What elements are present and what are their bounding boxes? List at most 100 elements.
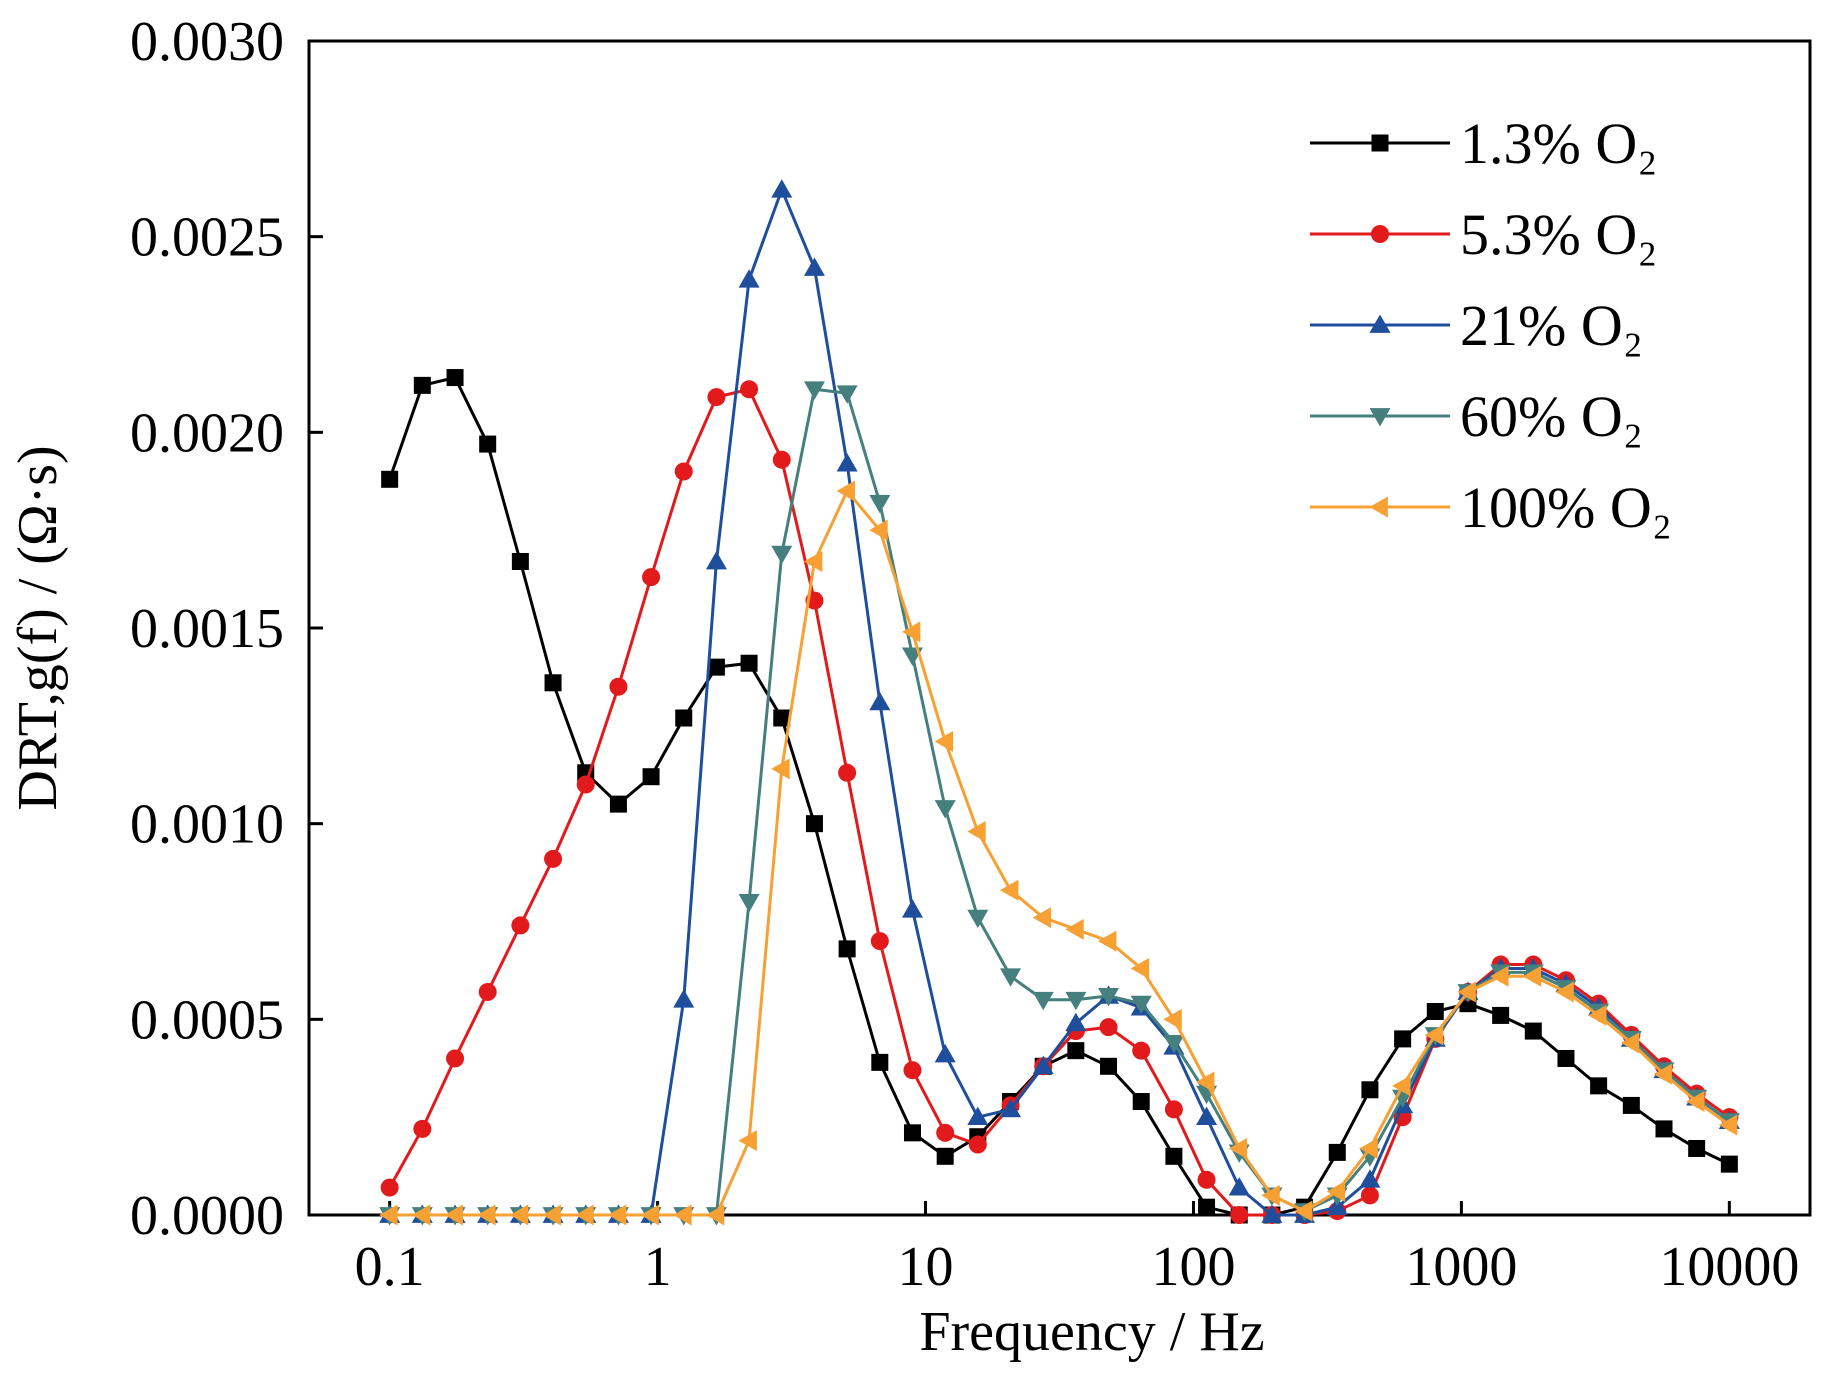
marker xyxy=(1620,1032,1640,1054)
marker xyxy=(509,1204,529,1226)
legend-label: 100% O₂ xyxy=(1460,475,1672,540)
marker xyxy=(1164,1100,1183,1119)
marker xyxy=(967,1106,989,1126)
marker xyxy=(413,1119,432,1138)
marker xyxy=(1130,995,1152,1015)
legend-marker xyxy=(1371,225,1389,243)
marker xyxy=(738,269,760,288)
y-tick-label: 0.0015 xyxy=(130,598,284,660)
marker xyxy=(1196,1106,1218,1126)
marker xyxy=(738,1130,757,1152)
marker xyxy=(707,658,725,676)
marker xyxy=(901,621,921,643)
marker xyxy=(836,385,858,404)
marker xyxy=(836,453,858,472)
marker xyxy=(1588,1004,1607,1026)
marker xyxy=(544,674,562,692)
marker xyxy=(1359,1169,1381,1188)
marker xyxy=(1197,1170,1216,1189)
marker xyxy=(771,179,793,198)
marker xyxy=(542,1204,561,1226)
marker xyxy=(1165,1147,1183,1165)
marker xyxy=(576,775,595,794)
marker xyxy=(446,369,464,387)
marker xyxy=(838,763,857,782)
marker xyxy=(1261,1204,1283,1223)
y-tick-label: 0.0010 xyxy=(130,794,284,856)
marker xyxy=(1032,907,1052,929)
marker xyxy=(1361,1081,1379,1099)
x-tick-label: 10 xyxy=(898,1236,954,1298)
marker xyxy=(771,758,790,780)
marker xyxy=(1228,1137,1248,1159)
marker xyxy=(1326,1181,1346,1203)
y-tick-label: 0.0025 xyxy=(130,207,284,269)
marker xyxy=(934,800,956,819)
marker xyxy=(1718,1114,1738,1136)
marker xyxy=(1067,1042,1085,1060)
marker xyxy=(772,450,791,469)
x-axis-title: Frequency / Hz xyxy=(919,1301,1264,1363)
marker xyxy=(1000,1098,1022,1118)
marker xyxy=(1655,1120,1673,1138)
marker xyxy=(1492,1006,1510,1024)
marker xyxy=(511,552,529,570)
marker xyxy=(607,1204,627,1226)
marker xyxy=(870,932,889,951)
x-tick-label: 1000 xyxy=(1405,1236,1517,1298)
marker xyxy=(609,677,628,696)
marker xyxy=(936,1123,955,1142)
marker xyxy=(1163,1008,1182,1030)
y-tick-label: 0.0005 xyxy=(130,989,284,1051)
marker xyxy=(444,1204,463,1226)
marker xyxy=(673,1204,692,1226)
marker xyxy=(1522,965,1542,987)
y-tick-label: 0.0030 xyxy=(130,11,284,73)
marker xyxy=(967,909,989,929)
marker xyxy=(771,545,793,565)
marker xyxy=(575,1204,594,1226)
marker xyxy=(511,916,530,935)
marker xyxy=(1132,1093,1150,1111)
marker xyxy=(901,899,923,918)
marker xyxy=(1294,1200,1313,1222)
x-tick-label: 1 xyxy=(644,1236,672,1298)
marker xyxy=(1426,1003,1444,1021)
y-tick-label: 0.0000 xyxy=(130,1185,284,1247)
x-tick-label: 10000 xyxy=(1659,1236,1799,1298)
marker xyxy=(903,1124,921,1142)
marker xyxy=(740,654,758,672)
marker xyxy=(707,388,726,407)
marker xyxy=(380,1178,399,1197)
x-tick-label: 100 xyxy=(1151,1236,1235,1298)
marker xyxy=(642,568,661,587)
marker xyxy=(477,1204,496,1226)
marker xyxy=(967,820,986,842)
marker xyxy=(1457,981,1476,1003)
marker xyxy=(1557,1049,1575,1067)
marker xyxy=(836,480,856,502)
marker xyxy=(1099,1018,1118,1037)
marker xyxy=(1359,1137,1378,1159)
marker xyxy=(1196,1071,1215,1093)
marker xyxy=(1230,1206,1249,1224)
marker xyxy=(838,940,856,958)
marker xyxy=(379,1204,398,1226)
marker xyxy=(705,550,727,570)
y-axis-title: DRT,g(f) / (Ω·s) xyxy=(7,445,69,810)
marker xyxy=(803,381,825,400)
marker xyxy=(642,768,660,786)
marker xyxy=(1392,1075,1411,1097)
marker xyxy=(1524,1022,1542,1040)
marker xyxy=(478,982,497,1001)
marker xyxy=(869,494,891,514)
legend-marker xyxy=(1371,134,1389,152)
legend-item: 5.3% O₂ xyxy=(1310,202,1657,267)
marker xyxy=(1328,1143,1346,1161)
marker xyxy=(411,1204,431,1226)
marker xyxy=(1228,1177,1250,1196)
marker xyxy=(381,470,399,488)
marker xyxy=(413,376,431,394)
marker xyxy=(1163,1034,1185,1054)
